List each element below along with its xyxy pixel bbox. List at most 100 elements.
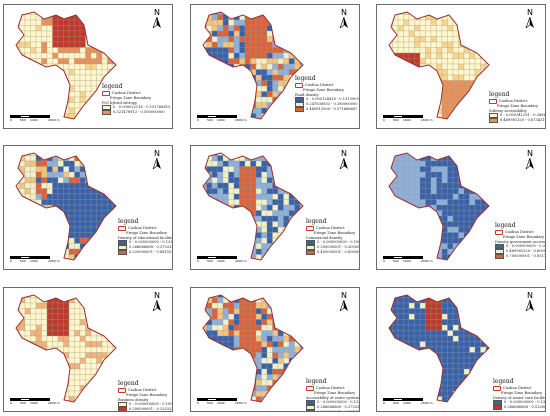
grid-cell	[233, 385, 240, 392]
grid-cell	[107, 166, 114, 173]
grid-cell	[452, 363, 459, 370]
grid-cell	[233, 210, 240, 217]
grid-cell	[419, 374, 426, 381]
scale-label: 0	[383, 259, 385, 263]
grid-cell	[233, 12, 240, 15]
grid-cell	[469, 215, 476, 222]
grid-cell	[458, 166, 465, 173]
grid-cell	[403, 385, 410, 392]
grid-cell	[211, 41, 218, 48]
grid-cell	[261, 36, 268, 43]
grid-cell	[414, 19, 421, 26]
grid-cell	[90, 155, 97, 162]
grid-cell	[408, 374, 415, 381]
map-legend: legend Caohua District Fringe Zone Boundar…	[306, 378, 359, 411]
grid-cell	[203, 91, 207, 98]
grid-cell	[458, 248, 465, 255]
grid-cell	[266, 182, 273, 189]
grid-cell	[474, 14, 481, 21]
grid-cell	[283, 346, 290, 353]
legend-class-label: 0.460813500 - 0.571666667	[306, 107, 358, 112]
grid-cell	[57, 215, 64, 222]
grid-cell	[294, 177, 301, 184]
grid-cell	[96, 14, 103, 21]
grid-cell	[469, 14, 476, 21]
grid-cell	[299, 226, 303, 233]
grid-cell	[403, 69, 410, 76]
grid-cell	[452, 226, 459, 233]
grid-cell	[107, 248, 114, 255]
grid-cell	[441, 210, 448, 217]
grid-cell	[239, 199, 246, 206]
grid-cell	[306, 336, 312, 342]
grid-cell	[458, 210, 465, 217]
grid-cell	[425, 36, 432, 43]
grid-cell	[30, 47, 37, 54]
grid-cell	[24, 324, 31, 331]
grid-cell	[288, 166, 295, 173]
grid-cell	[392, 107, 399, 114]
grid-cell	[397, 226, 404, 233]
grid-cell	[112, 335, 116, 342]
grid-cell	[41, 295, 48, 298]
grid-cell	[299, 177, 303, 184]
grid-cell	[90, 177, 97, 184]
grid-cell	[397, 385, 404, 392]
grid-cell	[277, 12, 284, 15]
grid-cell	[414, 74, 421, 81]
grid-cell	[480, 254, 487, 260]
grid-cell	[397, 177, 404, 184]
grid-cell	[288, 19, 295, 26]
grid-cell	[425, 69, 432, 76]
legend-class-row: 0.700000001 - 0.851736184	[495, 253, 545, 259]
scale-label: 1000	[403, 259, 411, 263]
grid-cell	[30, 204, 37, 211]
grid-cell	[283, 357, 290, 364]
grid-cell	[30, 243, 37, 250]
grid-cell	[261, 193, 268, 200]
grid-cell	[277, 221, 284, 228]
grid-cell	[96, 41, 103, 48]
grid-cell	[30, 237, 37, 244]
grid-cell	[250, 308, 257, 315]
grid-cell	[469, 30, 476, 37]
grid-cell	[68, 357, 75, 364]
grid-cell	[261, 118, 268, 119]
grid-cell	[403, 352, 410, 359]
grid-cell	[425, 58, 432, 65]
grid-cell	[41, 368, 48, 375]
district-boundary	[15, 294, 117, 403]
grid-cell	[474, 390, 481, 397]
grid-cell	[294, 221, 301, 228]
grid-cell	[112, 155, 116, 162]
grid-cell	[119, 353, 125, 359]
grid-cell	[57, 74, 64, 81]
grid-cell	[90, 352, 97, 359]
grid-cell	[425, 226, 432, 233]
grid-cell	[239, 102, 246, 109]
grid-cell	[389, 58, 393, 65]
grid-cell	[79, 210, 86, 217]
grid-cell	[239, 385, 246, 392]
grid-cell	[239, 248, 246, 255]
grid-cell	[261, 204, 268, 211]
grid-cell	[250, 47, 257, 54]
grid-cell	[288, 295, 295, 298]
grid-cell	[266, 52, 273, 59]
grid-cell	[16, 341, 20, 348]
grid-cell	[19, 341, 26, 348]
grid-cell	[217, 232, 224, 239]
grid-cell	[272, 335, 279, 342]
grid-cell	[403, 80, 410, 87]
grid-cell	[283, 171, 290, 178]
grid-cell	[85, 357, 92, 364]
grid-cell	[250, 319, 257, 326]
grid-cell	[41, 171, 48, 178]
grid-cell	[469, 295, 476, 298]
grid-cell	[228, 107, 235, 114]
grid-cell	[52, 166, 59, 173]
grid-cell	[458, 118, 465, 119]
grid-cell	[228, 363, 235, 370]
grid-cell	[211, 313, 218, 320]
grid-cell	[46, 243, 53, 250]
